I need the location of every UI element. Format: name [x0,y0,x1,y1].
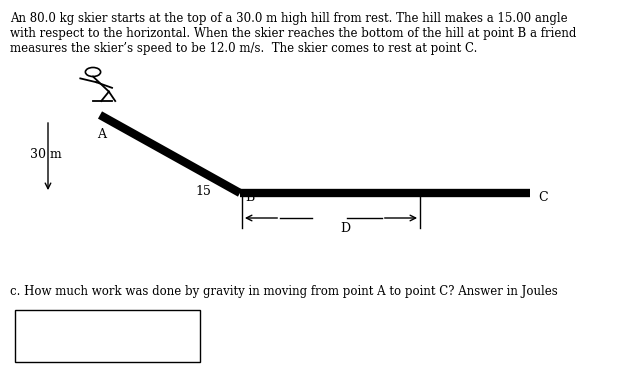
Text: with respect to the horizontal. When the skier reaches the bottom of the hill at: with respect to the horizontal. When the… [10,27,577,40]
Text: An 80.0 kg skier starts at the top of a 30.0 m high hill from rest. The hill mak: An 80.0 kg skier starts at the top of a … [10,12,568,25]
Bar [15,310,200,362]
Text: B: B [245,191,254,204]
Text: D: D [340,222,350,235]
Text: measures the skier’s speed to be 12.0 m/s.  The skier comes to rest at point C.: measures the skier’s speed to be 12.0 m/… [10,42,478,55]
Text: 15: 15 [195,185,211,198]
Text: C: C [538,191,547,204]
Text: c. How much work was done by gravity in moving from point A to point C? Answer i: c. How much work was done by gravity in … [10,285,558,298]
Text: 0: 0 [225,183,231,192]
Text: A: A [97,128,106,141]
Text: 30 m: 30 m [30,149,62,161]
